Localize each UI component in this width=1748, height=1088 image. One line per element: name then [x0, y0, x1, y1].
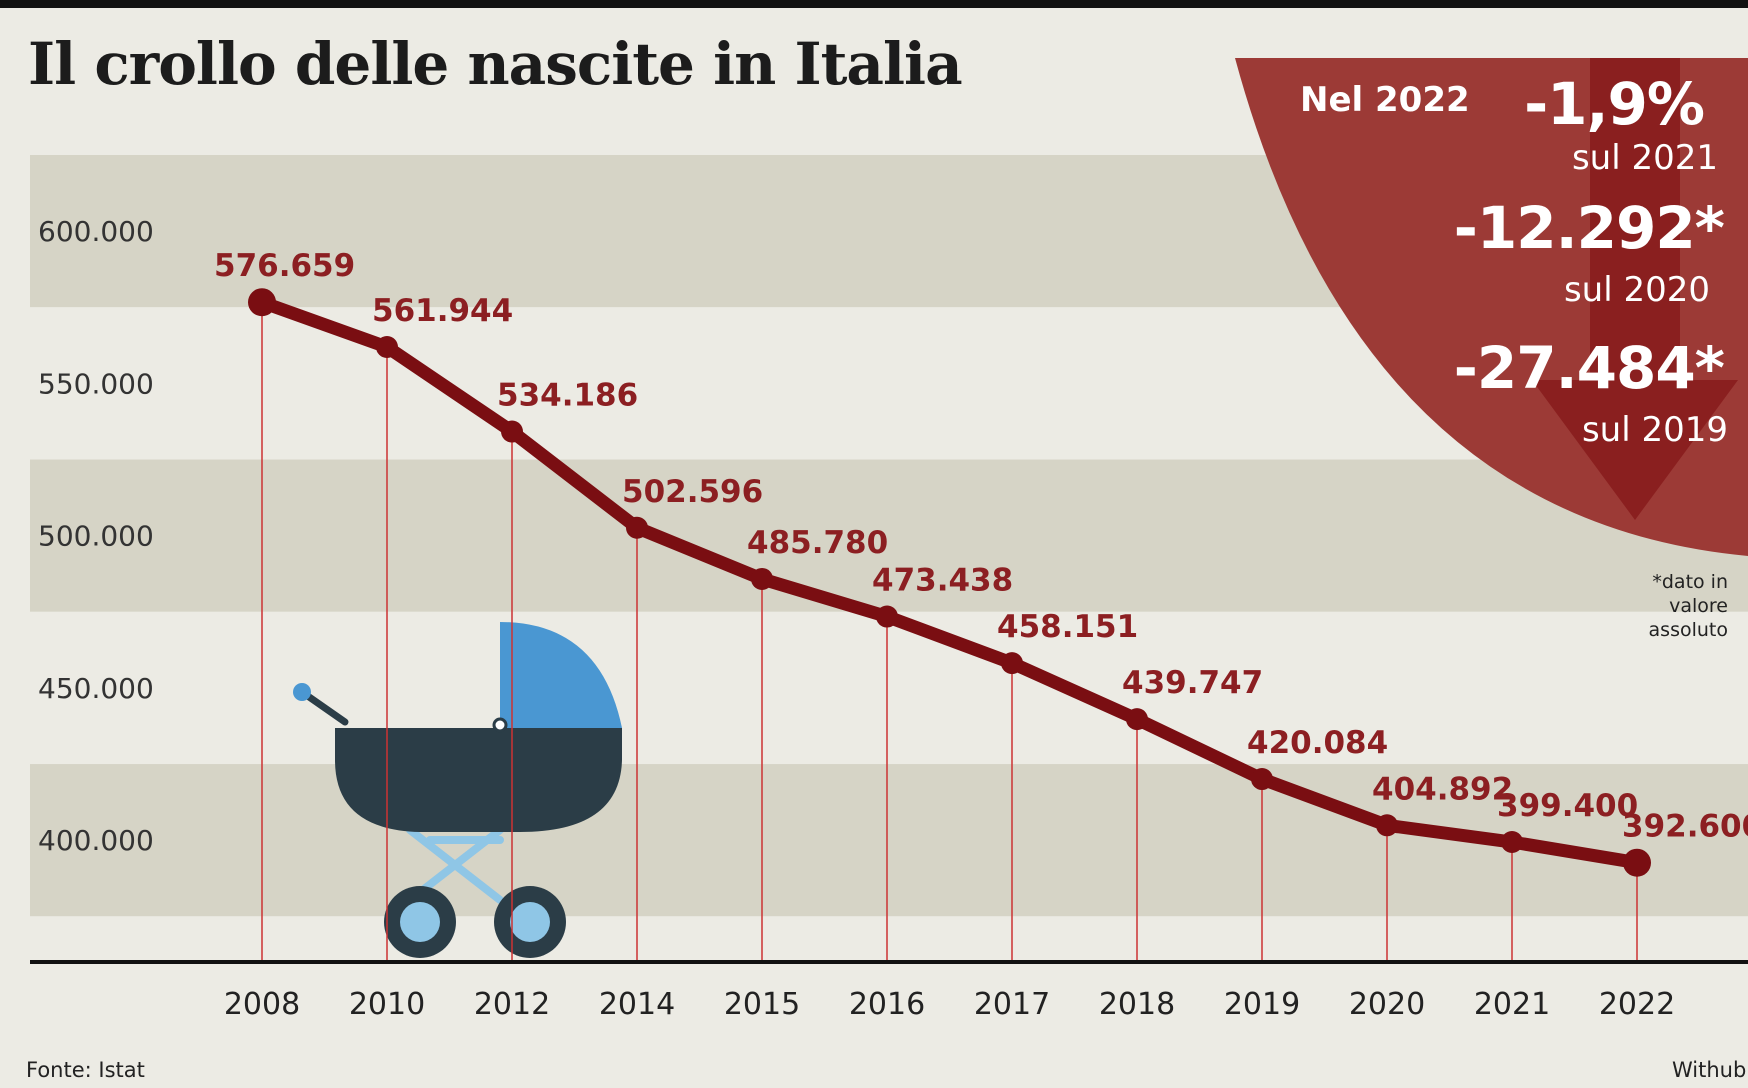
grid-band [30, 916, 1748, 962]
data-point [248, 288, 276, 316]
stroller-wheel-left-hub [400, 902, 440, 942]
x-tick-label: 2020 [1349, 987, 1425, 1022]
data-label: 576.659 [214, 248, 355, 284]
data-label: 392.600 [1622, 809, 1748, 845]
callout-year-label: Nel 2022 [1300, 80, 1470, 120]
x-tick-label: 2008 [224, 987, 300, 1022]
data-point [1126, 708, 1148, 730]
data-label: 502.596 [622, 474, 763, 510]
x-axis-labels: 2008 2010 2012 2014 2015 2016 2017 2018 2019 2020… [224, 987, 1675, 1022]
callout-value-2019: -27.484* [1454, 334, 1724, 402]
x-tick-label: 2021 [1474, 987, 1550, 1022]
data-point [376, 336, 398, 358]
x-tick-label: 2017 [974, 987, 1050, 1022]
y-tick-label: 500.000 [38, 520, 154, 553]
stroller-hinge [494, 719, 506, 731]
x-tick-label: 2022 [1599, 987, 1675, 1022]
data-label: 561.944 [372, 293, 513, 329]
callout-value-2021: -1,9% [1524, 70, 1704, 138]
y-tick-label: 550.000 [38, 367, 154, 400]
data-label: 473.438 [872, 563, 1013, 599]
data-point [751, 568, 773, 590]
x-tick-label: 2019 [1224, 987, 1300, 1022]
callout-caption-2019: sul 2019 [1582, 410, 1728, 450]
x-tick-label: 2016 [849, 987, 925, 1022]
data-label: 404.892 [1372, 771, 1513, 807]
x-tick-label: 2010 [349, 987, 425, 1022]
data-point [1623, 849, 1651, 877]
y-tick-label: 400.000 [38, 824, 154, 857]
data-point [876, 606, 898, 628]
data-point [1001, 652, 1023, 674]
data-point [1251, 768, 1273, 790]
x-tick-label: 2015 [724, 987, 800, 1022]
data-point [501, 421, 523, 443]
x-tick-label: 2014 [599, 987, 675, 1022]
y-tick-label: 450.000 [38, 672, 154, 705]
data-point [1376, 814, 1398, 836]
source-note: Fonte: Istat [26, 1058, 145, 1082]
callout-value-2020: -12.292* [1454, 194, 1724, 262]
callout-caption-2020: sul 2020 [1564, 270, 1710, 310]
y-tick-label: 600.000 [38, 215, 154, 248]
data-label: 458.151 [997, 609, 1138, 645]
data-point [1501, 831, 1523, 853]
credit-note: Withub [1672, 1058, 1746, 1082]
x-tick-label: 2018 [1099, 987, 1175, 1022]
data-point [626, 517, 648, 539]
data-label: 399.400 [1497, 788, 1638, 824]
callout-footnote: *dato in valore assoluto [1608, 570, 1728, 642]
x-tick-label: 2012 [474, 987, 550, 1022]
page-title: Il crollo delle nascite in Italia [28, 30, 962, 98]
grid-band [30, 612, 1748, 764]
stroller-handle-knob [293, 683, 311, 701]
stroller-body [335, 728, 622, 832]
stroller-wheel-right-hub [510, 902, 550, 942]
data-label: 485.780 [747, 525, 888, 561]
data-label: 420.084 [1247, 725, 1388, 761]
data-label: 534.186 [497, 378, 638, 414]
callout-caption-2021: sul 2021 [1572, 138, 1718, 178]
data-label: 439.747 [1122, 665, 1263, 701]
